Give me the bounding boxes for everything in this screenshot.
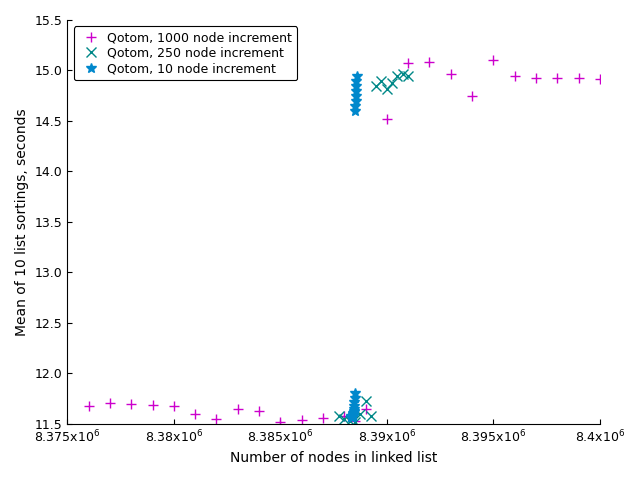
Qotom, 1000 node increment xyxy=(191,411,199,417)
Qotom, 250 node increment xyxy=(378,78,385,84)
Qotom, 1000 node increment xyxy=(383,116,390,122)
Line: Qotom, 10 node increment: Qotom, 10 node increment xyxy=(346,71,362,422)
Qotom, 250 node increment xyxy=(351,419,358,425)
Qotom, 1000 node increment xyxy=(351,418,358,424)
Qotom, 10 node increment xyxy=(352,93,360,98)
Qotom, 10 node increment xyxy=(348,414,356,420)
Qotom, 10 node increment xyxy=(348,414,355,420)
Qotom, 1000 node increment xyxy=(362,406,369,412)
Qotom, 1000 node increment xyxy=(447,71,454,76)
Qotom, 10 node increment xyxy=(349,409,357,415)
Qotom, 1000 node increment xyxy=(575,75,582,81)
Qotom, 250 node increment xyxy=(404,72,412,78)
Qotom, 10 node increment xyxy=(352,88,360,94)
Qotom, 10 node increment xyxy=(351,103,359,109)
Qotom, 10 node increment xyxy=(349,411,357,417)
Qotom, 250 node increment xyxy=(399,71,406,76)
Qotom, 1000 node increment xyxy=(340,413,348,419)
Qotom, 1000 node increment xyxy=(596,76,604,82)
Qotom, 10 node increment xyxy=(347,414,355,420)
Qotom, 10 node increment xyxy=(350,403,358,408)
Qotom, 250 node increment xyxy=(335,413,343,419)
Qotom, 10 node increment xyxy=(351,390,358,396)
Qotom, 1000 node increment xyxy=(84,403,92,408)
Qotom, 1000 node increment xyxy=(127,401,135,407)
Qotom, 10 node increment xyxy=(348,413,355,419)
Qotom, 10 node increment xyxy=(351,399,358,405)
Qotom, 10 node increment xyxy=(348,414,355,420)
Qotom, 1000 node increment xyxy=(276,419,284,425)
Qotom, 10 node increment xyxy=(349,413,356,419)
Qotom, 10 node increment xyxy=(351,98,359,104)
Qotom, 1000 node increment xyxy=(490,58,497,63)
Qotom, 10 node increment xyxy=(350,408,358,414)
Qotom, 10 node increment xyxy=(348,414,356,420)
Qotom, 1000 node increment xyxy=(319,415,327,421)
Qotom, 250 node increment xyxy=(340,416,348,422)
Qotom, 1000 node increment xyxy=(106,400,114,406)
X-axis label: Number of nodes in linked list: Number of nodes in linked list xyxy=(230,451,437,465)
Qotom, 10 node increment xyxy=(352,83,360,88)
Qotom, 10 node increment xyxy=(349,412,356,418)
Y-axis label: Mean of 10 list sortings, seconds: Mean of 10 list sortings, seconds xyxy=(15,108,29,336)
Qotom, 1000 node increment xyxy=(404,60,412,66)
Line: Qotom, 250 node increment: Qotom, 250 node increment xyxy=(334,69,413,427)
Qotom, 1000 node increment xyxy=(511,72,518,78)
Qotom, 250 node increment xyxy=(346,418,353,424)
Qotom, 10 node increment xyxy=(349,410,357,416)
Qotom, 250 node increment xyxy=(372,83,380,88)
Legend: Qotom, 1000 node increment, Qotom, 250 node increment, Qotom, 10 node increment: Qotom, 1000 node increment, Qotom, 250 n… xyxy=(74,26,297,80)
Qotom, 1000 node increment xyxy=(298,417,305,423)
Qotom, 1000 node increment xyxy=(234,406,241,412)
Qotom, 1000 node increment xyxy=(170,403,178,408)
Qotom, 1000 node increment xyxy=(468,93,476,98)
Line: Qotom, 1000 node increment: Qotom, 1000 node increment xyxy=(84,56,605,427)
Qotom, 1000 node increment xyxy=(532,75,540,81)
Qotom, 250 node increment xyxy=(356,411,364,417)
Qotom, 250 node increment xyxy=(362,398,369,404)
Qotom, 10 node increment xyxy=(350,406,358,412)
Qotom, 1000 node increment xyxy=(426,60,433,65)
Qotom, 10 node increment xyxy=(347,414,355,420)
Qotom, 10 node increment xyxy=(348,414,356,420)
Qotom, 1000 node increment xyxy=(148,402,156,408)
Qotom, 250 node increment xyxy=(367,413,374,419)
Qotom, 10 node increment xyxy=(347,414,355,420)
Qotom, 10 node increment xyxy=(351,108,359,114)
Qotom, 250 node increment xyxy=(388,80,396,85)
Qotom, 250 node increment xyxy=(394,72,401,78)
Qotom, 10 node increment xyxy=(353,72,360,78)
Qotom, 1000 node increment xyxy=(212,416,220,422)
Qotom, 10 node increment xyxy=(351,395,358,401)
Qotom, 10 node increment xyxy=(349,413,356,419)
Qotom, 250 node increment xyxy=(383,86,390,92)
Qotom, 10 node increment xyxy=(353,78,360,84)
Qotom, 1000 node increment xyxy=(255,408,263,414)
Qotom, 1000 node increment xyxy=(554,75,561,81)
